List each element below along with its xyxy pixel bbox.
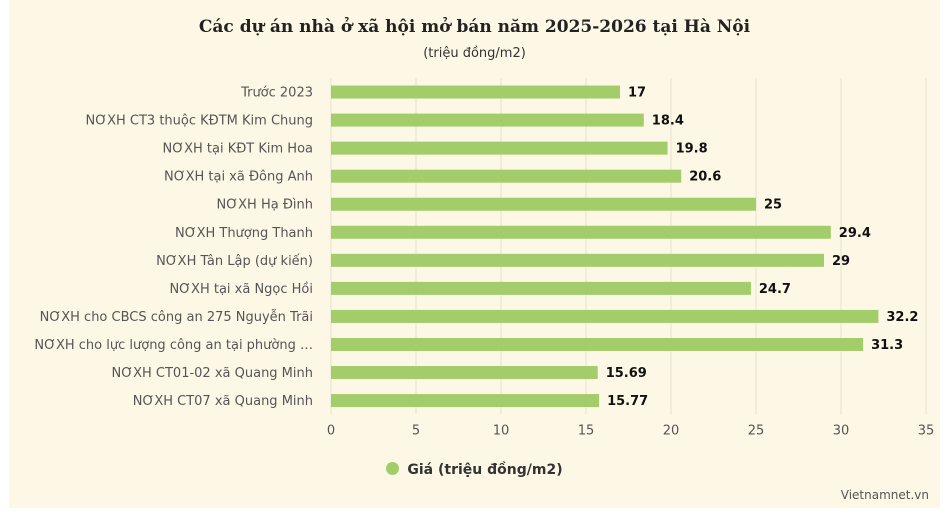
x-tick-label: 0 bbox=[327, 424, 335, 439]
data-label: 15.77 bbox=[607, 394, 648, 409]
x-tick-label: 20 bbox=[663, 424, 680, 439]
legend-label: Giá (triệu đồng/m2) bbox=[407, 462, 563, 478]
category-label: NƠXH cho lực lượng công an tại phường … bbox=[34, 338, 313, 353]
category-label: NƠXH CT01-02 xã Quang Minh bbox=[112, 366, 314, 381]
x-tick-label: 5 bbox=[412, 424, 420, 439]
bars bbox=[331, 85, 879, 408]
data-label: 15.69 bbox=[606, 366, 647, 381]
category-label: NƠXH tại xã Ngọc Hồi bbox=[169, 282, 313, 297]
category-label: NƠXH CT3 thuộc KĐTM Kim Chung bbox=[85, 114, 313, 129]
bar[interactable] bbox=[331, 337, 864, 351]
category-label: NƠXH CT07 xã Quang Minh bbox=[133, 394, 313, 409]
data-label: 19.8 bbox=[676, 142, 708, 157]
chart-title: Các dự án nhà ở xã hội mở bán năm 2025-2… bbox=[198, 17, 751, 37]
x-tick-label: 15 bbox=[578, 424, 595, 439]
bar[interactable] bbox=[331, 85, 620, 99]
category-label: Trước 2023 bbox=[240, 86, 313, 101]
bar[interactable] bbox=[331, 113, 644, 127]
bar[interactable] bbox=[331, 197, 756, 211]
bar[interactable] bbox=[331, 281, 751, 295]
source-credit: Vietnamnet.vn bbox=[840, 488, 929, 502]
data-label: 25 bbox=[764, 198, 782, 213]
category-label: NƠXH cho CBCS công an 275 Nguyễn Trãi bbox=[40, 310, 313, 325]
data-label: 32.2 bbox=[886, 310, 918, 325]
bar[interactable] bbox=[331, 394, 600, 408]
category-label: NƠXH tại KĐT Kim Hoa bbox=[162, 142, 313, 157]
category-label: NƠXH Hạ Đình bbox=[217, 198, 313, 213]
bar[interactable] bbox=[331, 141, 668, 155]
bar[interactable] bbox=[331, 253, 824, 267]
data-label: 31.3 bbox=[871, 338, 903, 353]
x-tick-label: 35 bbox=[918, 424, 935, 439]
category-label: NƠXH Thượng Thanh bbox=[175, 226, 313, 241]
legend-marker bbox=[386, 462, 400, 475]
category-label: NƠXH tại xã Đông Anh bbox=[164, 170, 313, 185]
bar[interactable] bbox=[331, 309, 879, 323]
x-tick-label: 10 bbox=[493, 424, 510, 439]
gridlines bbox=[330, 78, 927, 415]
data-label: 24.7 bbox=[759, 282, 791, 297]
data-label: 17 bbox=[628, 86, 646, 101]
x-tick-label: 25 bbox=[748, 424, 765, 439]
bar[interactable] bbox=[331, 169, 682, 183]
x-tick-label: 30 bbox=[833, 424, 850, 439]
legend[interactable]: Giá (triệu đồng/m2) bbox=[0, 462, 949, 478]
data-label: 18.4 bbox=[652, 114, 684, 129]
chart-subtitle: (triệu đồng/m2) bbox=[423, 46, 526, 61]
category-label: NƠXH Tân Lập (dự kiến) bbox=[156, 254, 313, 269]
data-label: 29 bbox=[832, 254, 850, 269]
value-labels: 17 18.4 19.8 20.6 25 29.4 29 24.7 32.2 31.3 15.69 1… bbox=[606, 86, 919, 410]
data-label: 20.6 bbox=[689, 170, 721, 185]
bar[interactable] bbox=[331, 366, 598, 380]
category-labels: Trước 2023 NƠXH CT3 thuộc KĐTM Kim Chung N… bbox=[34, 86, 313, 410]
data-label: 29.4 bbox=[839, 226, 871, 241]
bar[interactable] bbox=[331, 225, 831, 239]
x-axis-ticks: 0 5 10 15 20 25 30 35 bbox=[327, 424, 934, 439]
